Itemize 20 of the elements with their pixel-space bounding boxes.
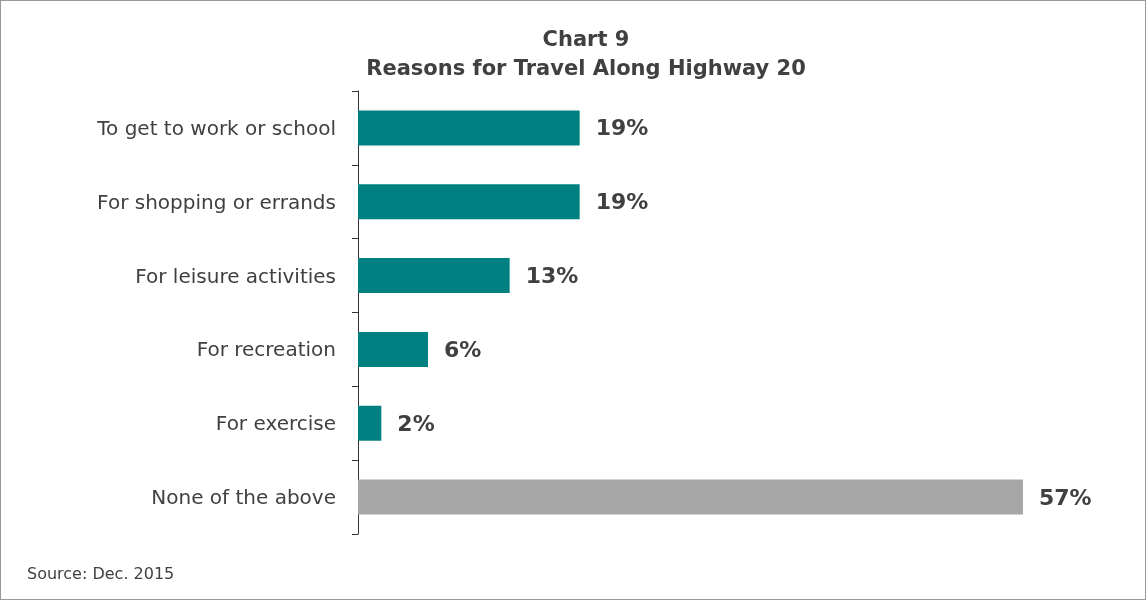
bar <box>358 405 382 441</box>
data-label: 6% <box>444 336 482 362</box>
data-label: 2% <box>397 410 435 436</box>
data-label: 19% <box>595 115 649 141</box>
y-tick-label: For leisure activities <box>135 263 336 288</box>
source-note: Source: Dec. 2015 <box>27 563 175 583</box>
y-tick-label: To get to work or school <box>96 115 336 140</box>
bar <box>358 479 1023 515</box>
data-label: 57% <box>1039 484 1092 510</box>
y-tick-label: For shopping or errands <box>97 189 336 214</box>
bar <box>358 331 428 367</box>
bar <box>358 110 580 146</box>
y-tick-label: For exercise <box>215 411 336 436</box>
y-tick-label: None of the above <box>151 485 336 510</box>
bar <box>358 184 580 220</box>
bar <box>358 258 510 294</box>
y-tick-label: For recreation <box>196 337 336 362</box>
data-label: 13% <box>525 263 579 289</box>
data-label: 19% <box>595 189 649 215</box>
chart-title: Chart 9 Reasons for Travel Along Highway 20 <box>366 26 806 80</box>
